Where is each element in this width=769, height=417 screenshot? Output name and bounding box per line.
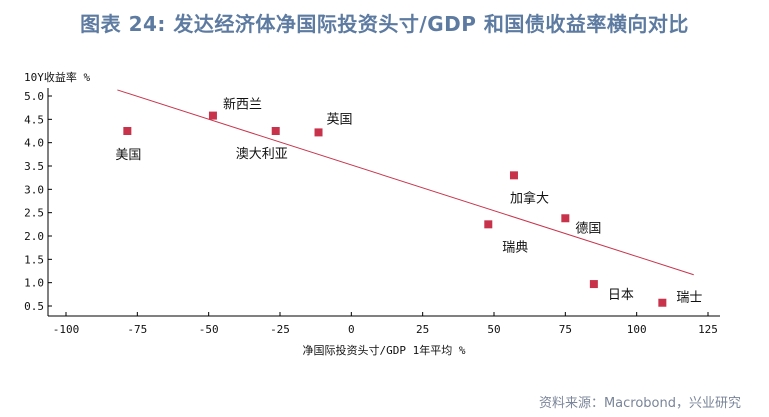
trendline-layer <box>117 89 694 276</box>
x-tick-label: -25 <box>270 323 290 336</box>
y-tick-label: 5.0 <box>24 90 44 103</box>
data-point <box>123 127 132 135</box>
x-axis-label: 净国际投资头寸/GDP 1年平均 % <box>303 343 466 357</box>
data-point <box>589 280 598 289</box>
y-tick-label: 0.5 <box>24 300 44 313</box>
y-tick-label: 1.0 <box>24 277 44 290</box>
x-tick-label: 25 <box>416 323 429 336</box>
point-label: 瑞士 <box>676 291 702 306</box>
x-tick-label: -75 <box>127 323 147 336</box>
data-point <box>484 220 493 229</box>
chart-title: 图表 24: 发达经济体净国际投资头寸/GDP 和国债收益率横向对比 <box>80 12 689 36</box>
y-tick-label: 2.5 <box>24 207 44 220</box>
data-point <box>509 171 518 180</box>
x-tick-label: -100 <box>53 323 80 336</box>
y-tick-label: 2.0 <box>24 230 44 243</box>
point-label: 瑞典 <box>502 240 528 255</box>
source-note: 资料来源：Macrobond，兴业研究 <box>538 396 741 411</box>
point-label: 美国 <box>115 148 141 163</box>
x-tick-label: 75 <box>559 323 572 336</box>
y-tick-label: 3.5 <box>24 160 44 173</box>
point-label: 新西兰 <box>223 97 262 113</box>
point-label: 日本 <box>608 288 634 303</box>
point-label: 德国 <box>575 221 601 236</box>
trendline <box>117 89 694 276</box>
point-label: 英国 <box>327 112 353 127</box>
x-tick-label: 0 <box>348 323 355 336</box>
x-tick-label: 50 <box>487 323 500 336</box>
axes: 0.5 1.0 1.5 2.0 2.5 3.0 3.5 4.0 4.5 5.0 -100 -75 -50… <box>24 88 720 336</box>
data-point <box>208 111 217 120</box>
x-tick-label: 125 <box>698 323 718 336</box>
y-tick-label: 3.0 <box>24 183 44 196</box>
y-axis-label: 10Y收益率 % <box>24 70 90 84</box>
point-label: 加拿大 <box>510 190 549 206</box>
data-point <box>658 298 667 307</box>
y-tick-label: 4.5 <box>24 113 44 126</box>
point-label: 澳大利亚 <box>236 146 288 162</box>
y-tick-label: 1.5 <box>24 253 44 266</box>
x-tick-label: 100 <box>627 323 647 336</box>
data-point <box>314 128 323 137</box>
x-tick-label: -50 <box>199 323 219 336</box>
data-point <box>271 127 280 135</box>
y-tick-label: 4.0 <box>24 137 44 150</box>
data-point <box>561 214 570 223</box>
